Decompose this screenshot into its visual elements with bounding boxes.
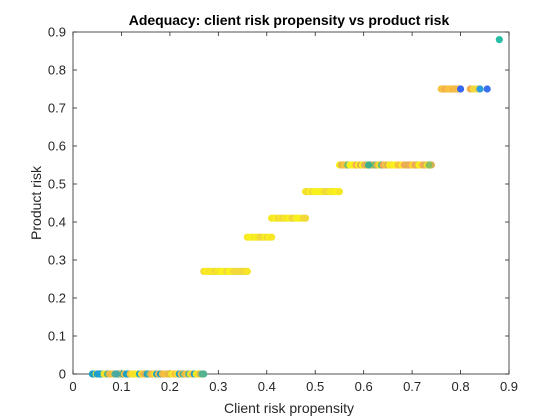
x-axis: 0 0.1 0.2 0.3 0.4 0.5 0.6 0.7 0.8 0.9 xyxy=(69,32,518,394)
x-tick-label: 0.2 xyxy=(161,379,179,394)
x-tick-label: 0.8 xyxy=(452,379,470,394)
y-tick-label: 0.7 xyxy=(48,101,66,116)
x-tick-label: 0.5 xyxy=(306,379,324,394)
x-axis-label: Client risk propensity xyxy=(224,400,354,416)
data-point xyxy=(364,161,373,169)
y-tick-label: 0.8 xyxy=(48,63,66,78)
x-tick-label: 0.6 xyxy=(355,379,373,394)
x-tick-label: 0.1 xyxy=(112,379,130,394)
data-point xyxy=(476,85,484,93)
data-point xyxy=(456,85,465,93)
data-points xyxy=(88,36,503,378)
data-point xyxy=(335,188,344,196)
x-tick-label: 0.9 xyxy=(500,379,518,394)
x-tick-label: 0.4 xyxy=(258,379,276,394)
plot-area xyxy=(72,31,510,375)
x-tick-label: 0 xyxy=(69,379,76,394)
y-tick-label: 0.6 xyxy=(48,139,66,154)
data-point xyxy=(268,233,276,241)
data-point xyxy=(93,370,101,378)
y-tick-label: 0.9 xyxy=(48,25,66,40)
y-tick-label: 0.5 xyxy=(48,177,66,192)
data-point xyxy=(301,214,310,222)
y-tick-label: 0 xyxy=(59,367,66,382)
y-tick-label: 0.4 xyxy=(48,215,66,230)
data-point xyxy=(495,36,503,44)
x-tick-label: 0.3 xyxy=(209,379,227,394)
x-tick-label: 0.7 xyxy=(403,379,421,394)
chart-title: Adequacy: client risk propensity vs prod… xyxy=(129,12,450,28)
y-tick-label: 0.3 xyxy=(48,253,66,268)
data-point xyxy=(425,161,433,169)
y-tick-label: 0.2 xyxy=(48,291,66,306)
data-point xyxy=(483,85,491,93)
data-point xyxy=(200,370,208,378)
y-axis: 0 0.1 0.2 0.3 0.4 0.5 0.6 0.7 0.8 0.9 xyxy=(48,25,509,382)
data-point xyxy=(243,267,251,275)
y-axis-label: Product risk xyxy=(28,165,44,240)
data-point xyxy=(113,370,121,378)
y-tick-label: 0.1 xyxy=(48,329,66,344)
